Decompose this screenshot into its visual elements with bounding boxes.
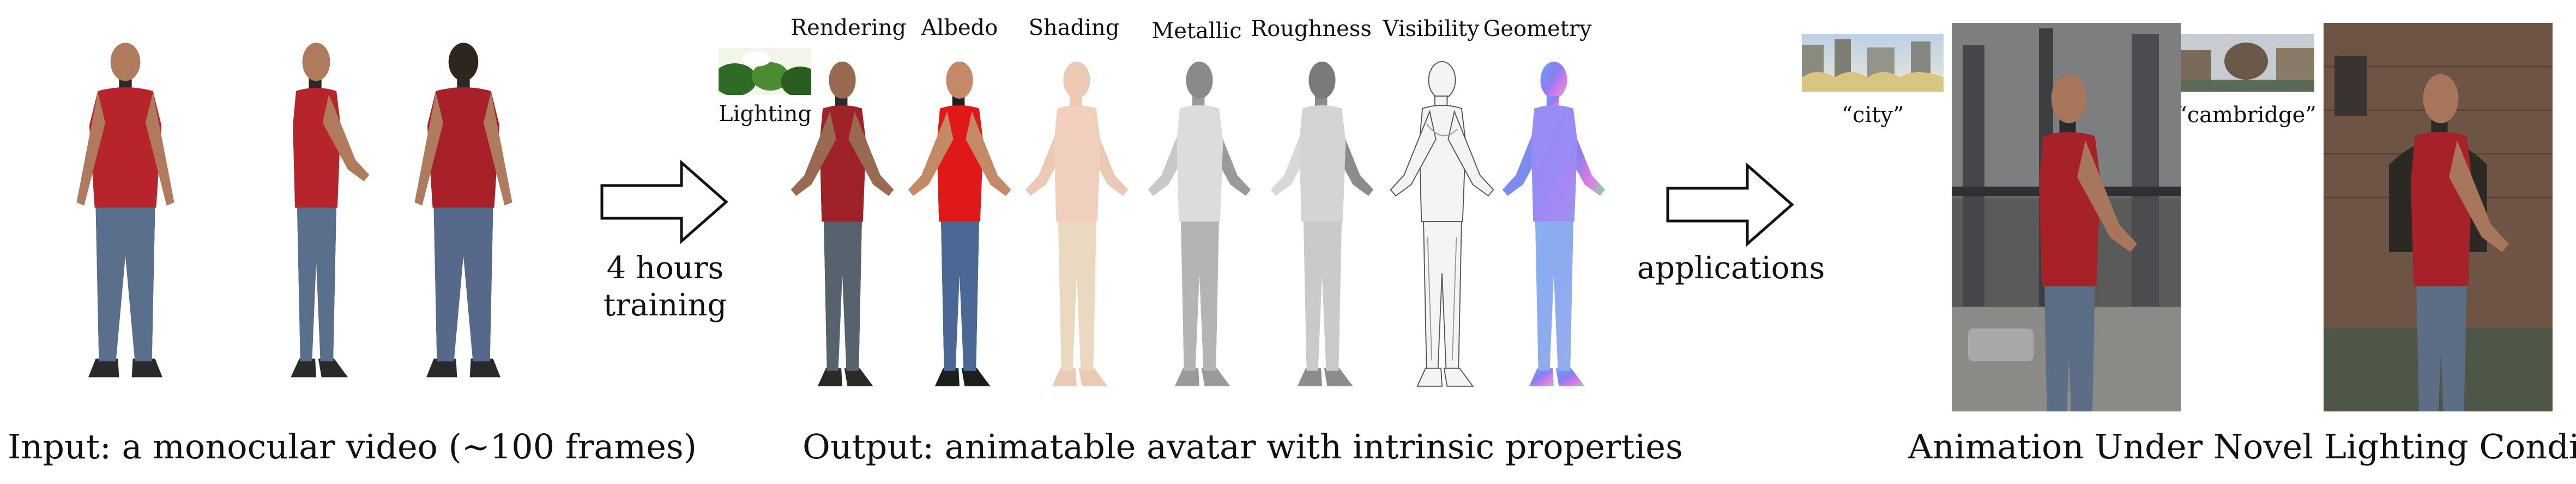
avatar-rendering [791, 61, 894, 386]
column-label-rendering: Rendering [791, 15, 907, 40]
applications-label: applications [1637, 250, 1825, 286]
env-label-city: “city” [1841, 103, 1904, 128]
avatar-metallic [1148, 61, 1251, 386]
input-frame-side [291, 43, 370, 378]
column-label-roughness: Roughness [1251, 16, 1372, 41]
avatar-visibility [1390, 61, 1494, 387]
column-label-shading: Shading [1028, 15, 1120, 40]
applications-arrow-icon [1666, 162, 1794, 247]
training-time-label: 4 hours training [603, 250, 727, 324]
column-label-albedo: Albedo [921, 15, 998, 40]
output-caption: Output: animatable avatar with intrinsic… [803, 427, 1683, 467]
lighting-label: Lighting [719, 101, 812, 127]
avatar-albedo [908, 61, 1011, 386]
input-frame-front [76, 43, 174, 378]
avatar-shading [1025, 61, 1129, 386]
relit-render-city [1952, 23, 2181, 411]
input-frame-back [414, 43, 512, 378]
column-label-metallic: Metallic [1151, 19, 1242, 44]
training-arrow-icon [600, 159, 728, 244]
column-label-geometry: Geometry [1483, 16, 1592, 41]
avatar-geometry [1502, 61, 1606, 386]
env-map-city [1802, 34, 1944, 92]
column-label-visibility: Visibility [1383, 16, 1480, 41]
avatar-roughness [1270, 61, 1374, 386]
relit-render-cambridge [2324, 23, 2553, 411]
input-caption: Input: a monocular video (~100 frames) [8, 427, 697, 467]
lighting-envmap [719, 48, 811, 95]
env-map-cambridge [2178, 34, 2314, 92]
application-caption: Animation Under Novel Lighting Condition [1908, 427, 2576, 467]
env-label-cambridge: “cambridge” [2176, 103, 2316, 128]
